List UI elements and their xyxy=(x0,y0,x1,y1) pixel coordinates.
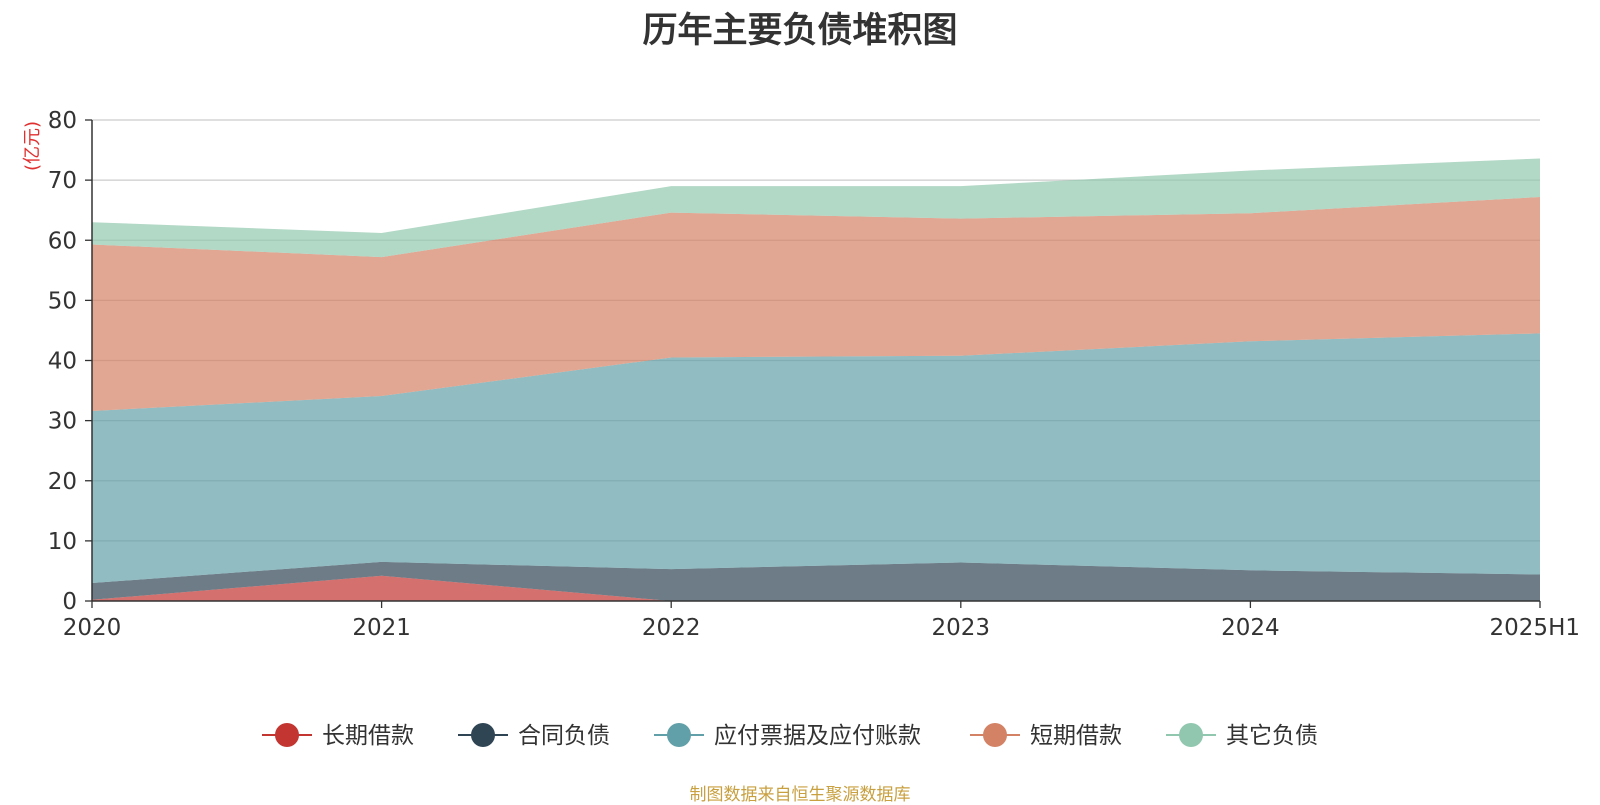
chart-title: 历年主要负债堆积图 xyxy=(642,11,958,51)
legend-marker xyxy=(1179,723,1203,747)
x-tick-label: 2020 xyxy=(63,615,122,641)
x-tick-label: 2023 xyxy=(932,615,991,641)
legend-label: 合同负债 xyxy=(518,723,610,749)
legend-item-4: 其它负债 xyxy=(1166,723,1318,749)
legend-item-0: 长期借款 xyxy=(262,723,414,749)
x-tick-label: 2024 xyxy=(1221,615,1280,641)
area-series-3 xyxy=(92,197,1540,411)
source-note: 制图数据来自恒生聚源数据库 xyxy=(689,785,911,805)
x-tick-label: 2021 xyxy=(352,615,411,641)
y-tick-label: 10 xyxy=(48,529,77,555)
y-tick-label: 20 xyxy=(48,469,77,495)
x-tick-label: 2025H1 xyxy=(1490,615,1580,641)
y-tick-label: 50 xyxy=(48,288,77,314)
y-tick-label: 30 xyxy=(48,409,77,435)
area-series-1 xyxy=(92,561,1540,601)
x-tick-label: 2022 xyxy=(642,615,701,641)
y-axis-label: (亿元) xyxy=(22,121,43,171)
legend-label: 长期借款 xyxy=(322,723,414,749)
area-series-4 xyxy=(92,158,1540,258)
axis-layer: 0 10 20 30 40 50 60 70 80 2020 2021 2022 2023 2024 202… xyxy=(48,108,1580,641)
legend-marker xyxy=(275,723,299,747)
legend-item-2: 应付票据及应付账款 xyxy=(654,723,921,749)
y-tick-label: 80 xyxy=(48,108,77,134)
legend-marker xyxy=(667,723,691,747)
area-layer xyxy=(92,158,1540,601)
legend-label: 应付票据及应付账款 xyxy=(714,723,921,749)
area-series-0 xyxy=(92,575,1540,601)
y-tick-label: 60 xyxy=(48,228,77,254)
legend-item-1: 合同负债 xyxy=(458,723,610,749)
legend-marker xyxy=(983,723,1007,747)
y-tick-label: 70 xyxy=(48,168,77,194)
legend-label: 其它负债 xyxy=(1226,723,1318,749)
legend-item-3: 短期借款 xyxy=(970,723,1122,749)
y-tick-label: 40 xyxy=(48,349,77,375)
legend-marker xyxy=(471,723,495,747)
y-tick-label: 0 xyxy=(62,589,77,615)
legend-label: 短期借款 xyxy=(1030,723,1122,749)
area-series-2 xyxy=(92,333,1540,583)
legend: 长期借款 合同负债 应付票据及应付账款 短期借款 其它负债 xyxy=(262,723,1318,749)
